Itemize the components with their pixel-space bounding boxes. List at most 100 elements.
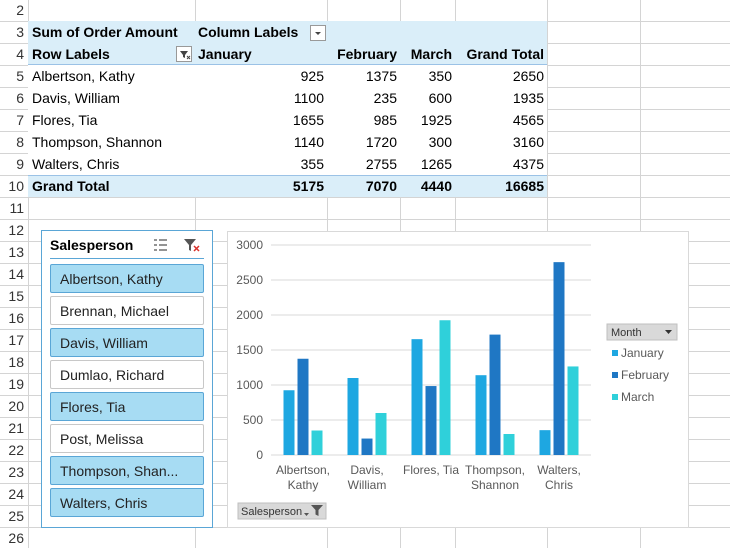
row-label: Walters, Chris (32, 156, 120, 172)
y-tick-label: 2500 (236, 273, 263, 287)
pivot-total-border (28, 175, 547, 176)
row-field: Row Labels (32, 46, 110, 62)
slicer-item-label: Flores, Tia (60, 399, 126, 415)
bar (439, 320, 451, 455)
pivot-header-border (28, 64, 547, 65)
chart-svg: 0 500 1000 1500 2000 2500 3000 Month January Febr… (236, 238, 678, 520)
legend-swatch (612, 350, 618, 356)
slicer-item-label: Davis, William (60, 335, 148, 351)
bar (567, 366, 579, 455)
row-number: 22 (8, 442, 24, 458)
pivot-header-fill (28, 21, 547, 43)
value-cell: 350 (428, 68, 452, 84)
column-header: Grand Total (466, 46, 544, 62)
value-cell: 1100 (293, 90, 324, 106)
row-number: 19 (8, 376, 24, 392)
value-cell: 300 (428, 134, 452, 150)
row-number: 12 (8, 222, 24, 238)
pivot-chart: 0 500 1000 1500 2000 2500 3000 Month January Febr… (227, 231, 689, 528)
bar (503, 434, 515, 455)
bar (283, 390, 295, 455)
value-cell: 1140 (293, 134, 324, 150)
row-number: 7 (16, 112, 24, 128)
slicer-icons[interactable] (152, 237, 202, 253)
row-number: 26 (8, 530, 24, 546)
dropdown-button[interactable] (176, 46, 192, 62)
legend-field-button[interactable] (606, 323, 678, 341)
row-number: 3 (16, 24, 24, 40)
value-cell: 1375 (365, 68, 397, 84)
axis-field-label: Salesperson (241, 506, 302, 518)
row-number: 23 (8, 464, 24, 480)
row-number: 15 (8, 288, 24, 304)
legend-dropdown (665, 330, 672, 334)
slicer-item-label: Dumlao, Richard (60, 367, 165, 383)
slicer-item[interactable]: Albertson, Kathy (50, 264, 204, 293)
slicer-item[interactable]: Post, Melissa (50, 424, 204, 453)
slicer-title: Salesperson (50, 237, 134, 253)
bar (475, 375, 487, 455)
bar (411, 339, 423, 455)
column-gridline (28, 0, 29, 548)
value-cell: 2755 (365, 156, 397, 172)
slicer-item[interactable]: Davis, William (50, 328, 204, 357)
value-cell: 4565 (512, 112, 544, 128)
bar (361, 438, 373, 455)
column-header: February (337, 46, 397, 62)
row-number: 8 (16, 134, 24, 150)
x-tick-label: Walters, Chris (537, 463, 581, 492)
x-tick-label: Thompson, Shannon (464, 463, 526, 492)
slicer-item[interactable]: Thompson, Shan... (50, 456, 204, 485)
total-cell: 5175 (292, 178, 324, 194)
slicer-item[interactable]: Brennan, Michael (50, 296, 204, 325)
slicer-item[interactable]: Flores, Tia (50, 392, 204, 421)
value-cell: 2650 (512, 68, 544, 84)
row-number: 13 (8, 244, 24, 260)
row-number: 10 (8, 178, 24, 194)
pivot-table: Sum of Order Amount Column Labels Row Labe… (28, 21, 547, 197)
row-label: Flores, Tia (32, 112, 98, 128)
value-cell: 600 (428, 90, 452, 106)
value-cell: 235 (373, 90, 397, 106)
y-tick-label: 1000 (236, 378, 263, 392)
dropdown-button[interactable] (310, 25, 326, 41)
pivot-header-fill (28, 175, 547, 197)
value-cell: 355 (300, 156, 324, 172)
row-number: 5 (16, 68, 24, 84)
legend-label: March (621, 390, 654, 404)
legend-label: January (621, 346, 664, 360)
row-label: Albertson, Kathy (32, 68, 135, 84)
value-cell: 1655 (292, 112, 324, 128)
row-gridline (0, 197, 730, 198)
row-number: 4 (16, 46, 24, 62)
column-field: Column Labels (198, 24, 299, 40)
slicer-item[interactable]: Walters, Chris (50, 488, 204, 517)
legend-swatch (612, 394, 618, 400)
row-number: 16 (8, 310, 24, 326)
total-cell: 16685 (505, 178, 544, 194)
total-cell: 4440 (420, 178, 452, 194)
slicer: Salesperson Albertson, Kathy Brennan, Mic… (41, 230, 213, 528)
column-header: January (198, 46, 252, 62)
slicer-item-label: Brennan, Michael (60, 303, 169, 319)
bar (347, 378, 359, 455)
total-label: Grand Total (32, 178, 110, 194)
row-number: 21 (8, 420, 24, 436)
legend-label: February (621, 368, 669, 382)
slicer-item[interactable]: Dumlao, Richard (50, 360, 204, 389)
row-number: 11 (9, 200, 24, 216)
value-cell: 925 (300, 68, 324, 84)
row-number: 20 (8, 398, 24, 414)
y-tick-label: 2000 (236, 308, 263, 322)
value-cell: 1935 (512, 90, 544, 106)
y-tick-label: 500 (243, 413, 263, 427)
y-tick-label: 3000 (236, 238, 263, 252)
row-number: 25 (8, 508, 24, 524)
slicer-item-label: Albertson, Kathy (60, 271, 163, 287)
bar (539, 430, 551, 455)
legend-title: Month (611, 327, 642, 339)
row-number: 9 (16, 156, 24, 172)
slicer-item-label: Walters, Chris (60, 495, 148, 511)
axis-field-button[interactable] (237, 502, 327, 520)
value-field: Sum of Order Amount (32, 24, 178, 40)
